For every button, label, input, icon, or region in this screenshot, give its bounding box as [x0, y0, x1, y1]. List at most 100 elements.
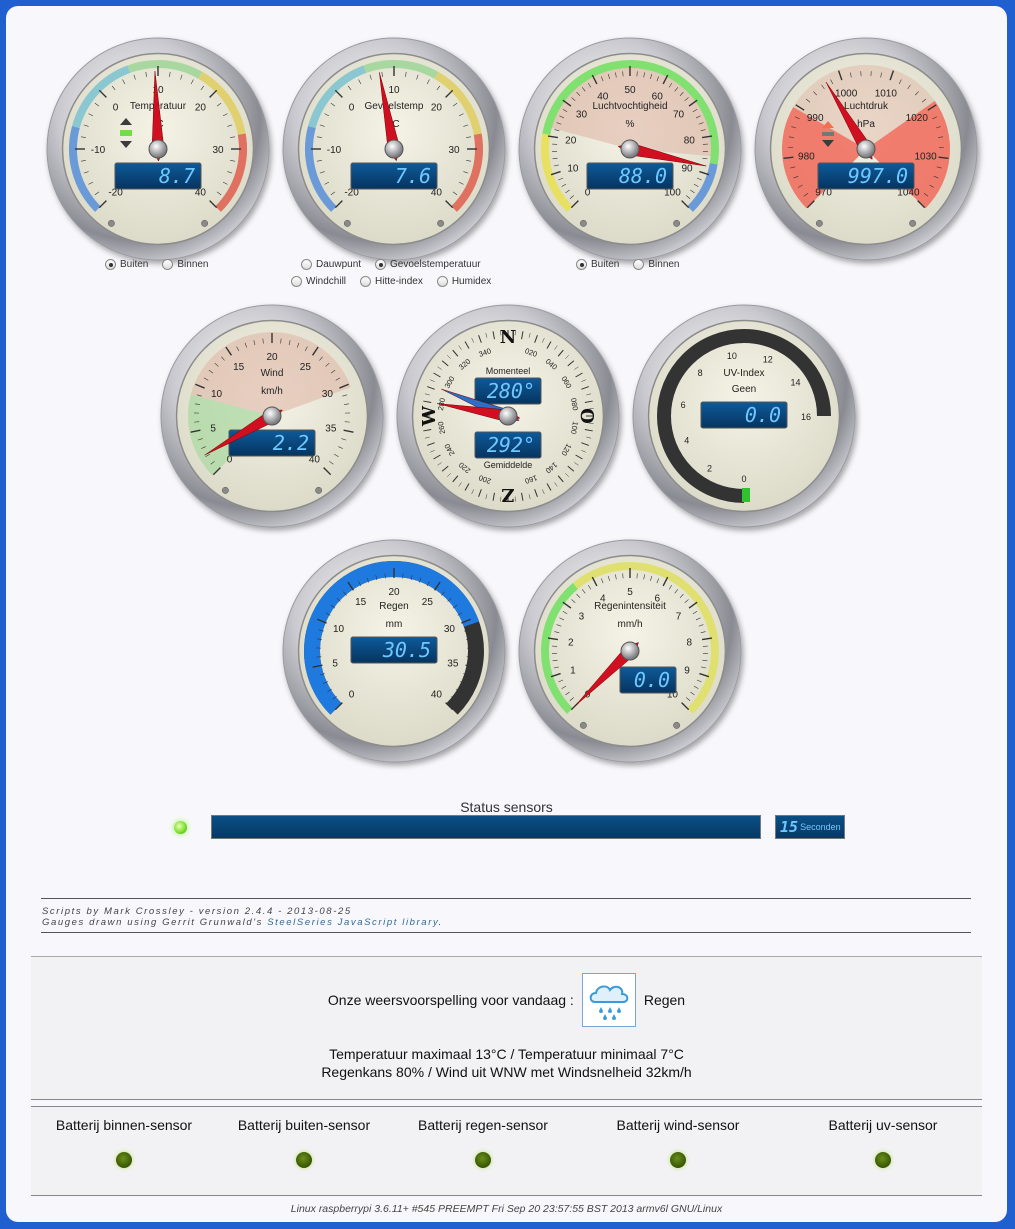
tick-mark	[806, 200, 815, 209]
radio-dot[interactable]	[633, 259, 645, 270]
radio-dauwpunt[interactable]: Dauwpunt	[301, 259, 361, 270]
tick-label: 10	[388, 85, 400, 96]
tick-label: 8	[686, 638, 692, 649]
tick-mark	[317, 618, 327, 624]
tick-mark	[209, 89, 218, 98]
tick-mark	[650, 74, 653, 79]
radio-dot[interactable]	[576, 259, 587, 270]
tick-mark	[575, 454, 583, 460]
radio-dot[interactable]	[105, 259, 116, 270]
tick-mark	[461, 618, 471, 624]
tick-mark	[358, 79, 362, 85]
battery-uv: Batterij uv-sensor	[798, 1117, 968, 1168]
tick-mark	[426, 581, 430, 587]
tick-label: 40	[597, 92, 609, 103]
radio-humidex[interactable]: Humidex	[436, 276, 491, 287]
tick-mark	[921, 98, 927, 103]
label-current: Momenteel	[486, 366, 531, 376]
gauge-title: Wind	[261, 368, 284, 379]
tick-label: 90	[682, 164, 694, 175]
tick-mark	[830, 79, 834, 85]
tick-mark	[492, 492, 495, 501]
tick-label: -20	[344, 187, 359, 198]
tick-mark	[837, 70, 843, 81]
radio-dot[interactable]	[360, 276, 372, 287]
tick-mark	[528, 494, 531, 500]
tick-mark	[230, 136, 236, 138]
gauge-value: 2.2	[273, 431, 309, 455]
gauge-value: 0.0	[634, 668, 670, 692]
tick-mark	[889, 70, 895, 81]
tick-mark	[133, 74, 136, 80]
tick-mark	[492, 331, 495, 340]
gauge-pressure: 970 980 990 1000 1010 1020 1030 1040 Luchtdruk hP…	[754, 37, 978, 261]
tick-mark	[915, 91, 919, 96]
tick-mark	[668, 82, 673, 88]
radio-dot[interactable]	[301, 259, 312, 270]
tick-mark	[429, 450, 435, 453]
tick-mark	[933, 175, 939, 179]
gauge-needle	[825, 81, 873, 160]
tick-mark	[316, 136, 322, 138]
led-indicator	[201, 219, 209, 227]
tick-mark	[561, 685, 567, 689]
tick-mark	[528, 332, 531, 338]
cardinal-label: W	[419, 405, 440, 427]
radio-hum-buiten[interactable]: Buiten	[576, 259, 619, 270]
scale-band	[308, 65, 367, 129]
tick-mark	[546, 483, 552, 491]
tick-mark	[433, 454, 441, 460]
trend-up-icon	[822, 121, 834, 128]
tick-label: 40	[431, 689, 443, 700]
tick-mark	[850, 72, 852, 78]
tick-mark	[581, 379, 587, 382]
tick-mark	[441, 591, 445, 596]
tick-mark	[336, 597, 341, 602]
tick-label: 9	[684, 666, 690, 677]
scale-band	[127, 60, 203, 79]
tick-mark	[591, 74, 598, 85]
radio-dot[interactable]	[291, 276, 302, 287]
radio-hum-binnen[interactable]: Binnen	[633, 259, 680, 270]
radio-dot[interactable]	[436, 276, 448, 287]
tick-mark	[410, 575, 413, 581]
needle-hub	[262, 406, 282, 426]
tick-mark	[318, 629, 324, 632]
tick-mark	[216, 102, 222, 107]
tick-mark	[601, 76, 604, 82]
radio-dot[interactable]	[162, 259, 174, 270]
tick-mark	[288, 340, 291, 346]
tick-mark	[200, 85, 205, 91]
tick-mark	[581, 87, 586, 92]
tick-mark	[466, 160, 472, 162]
tick-mark	[423, 429, 432, 432]
tick-mark	[783, 156, 794, 159]
tick-label: 6	[681, 400, 686, 410]
radio-temp-binnen[interactable]: Binnen	[162, 259, 209, 270]
range-area	[190, 332, 351, 416]
radio-windchill[interactable]: Windchill	[291, 276, 346, 287]
radio-dot[interactable]	[375, 259, 387, 270]
radio-temp-buiten[interactable]: Buiten	[105, 259, 148, 270]
tick-label: 4	[600, 594, 606, 605]
tick-mark	[208, 369, 214, 374]
tick-mark	[447, 597, 452, 602]
steelseries-link[interactable]: SteelSeries JavaScript library	[267, 917, 439, 928]
radio-gevoelstemperatuur[interactable]: Gevoelstemperatuur	[375, 259, 481, 270]
tick-mark	[433, 581, 441, 591]
tick-mark	[429, 379, 435, 382]
timer-unit: Seconden	[800, 822, 841, 832]
led-indicator	[315, 486, 323, 494]
radio-hitte-index[interactable]: Hitte-index	[360, 276, 423, 287]
tick-mark	[466, 136, 472, 138]
tick-label: 25	[422, 597, 434, 608]
bargraph-track	[657, 329, 831, 503]
tick-label: 20	[195, 103, 207, 114]
tick-label: 20	[266, 352, 278, 363]
tick-mark	[521, 331, 524, 340]
tick-label: 10	[152, 85, 164, 96]
gauge-title: UV-Index	[723, 368, 764, 379]
gauge-wind: 0 5 10 15 20 25 30 35 40 Wind km/h 2.2	[160, 304, 384, 528]
refresh-timer[interactable]: 15 Seconden	[775, 815, 845, 839]
value-current: 280°	[487, 379, 535, 403]
